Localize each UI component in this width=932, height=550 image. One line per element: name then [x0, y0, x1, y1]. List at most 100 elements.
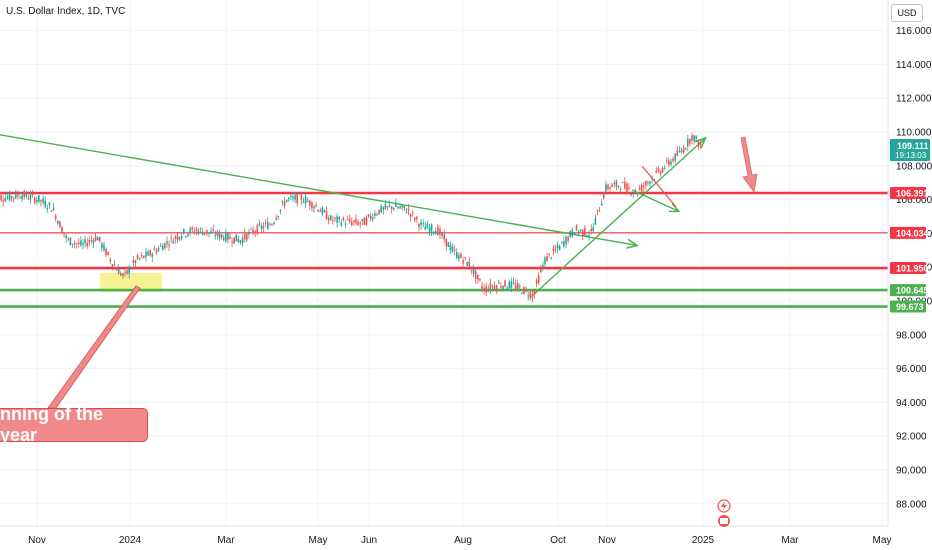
- candle-body: [571, 229, 574, 237]
- candle-body: [479, 278, 481, 281]
- candle-body: [489, 283, 492, 290]
- candle-body: [189, 228, 191, 234]
- candle-body: [298, 193, 301, 195]
- candle-body: [542, 265, 544, 267]
- candle-body: [344, 223, 347, 225]
- candle-body: [290, 195, 292, 198]
- candle-body: [216, 231, 219, 236]
- candle-body: [119, 272, 122, 276]
- candle-body: [355, 218, 357, 224]
- candle-body: [197, 230, 200, 234]
- candle-body: [626, 183, 628, 193]
- candle-body: [71, 243, 74, 245]
- candle-body: [332, 219, 334, 221]
- candle-body: [632, 193, 634, 195]
- candle-body: [668, 160, 670, 165]
- candle-body: [35, 199, 38, 202]
- candle-body: [327, 218, 330, 221]
- candle-body: [546, 256, 548, 262]
- trendline: [0, 134, 636, 245]
- candle-body: [491, 286, 494, 288]
- candle-body: [413, 218, 416, 221]
- candle-body: [218, 232, 221, 239]
- candle-body: [460, 254, 462, 258]
- candle-body: [113, 264, 116, 266]
- candle-body: [8, 192, 11, 201]
- candle-body: [88, 239, 91, 243]
- pattern-arrow-lower: [631, 189, 678, 211]
- candle-body: [237, 239, 240, 243]
- candle-body: [558, 245, 561, 250]
- candle-body: [94, 236, 97, 241]
- candle-body: [579, 229, 582, 231]
- candle-body: [416, 216, 418, 220]
- candle-body: [61, 227, 63, 233]
- candle-body: [665, 160, 668, 162]
- candle-body: [14, 192, 17, 199]
- candle-body: [172, 240, 175, 244]
- candle-body: [405, 211, 408, 213]
- candle-body: [245, 233, 248, 241]
- pattern-line-upper: [641, 165, 677, 208]
- candle-body: [75, 243, 78, 245]
- candle-body: [686, 138, 689, 146]
- candle-body: [560, 241, 563, 243]
- candle-body: [619, 188, 622, 190]
- candle-body: [19, 197, 21, 199]
- candle-body: [21, 195, 23, 200]
- candle-body: [279, 209, 282, 212]
- candle-body: [321, 207, 324, 215]
- candle-body: [565, 236, 567, 245]
- candle-body: [537, 275, 540, 284]
- candle-body: [0, 195, 2, 200]
- candle-body: [258, 223, 261, 226]
- candle-body: [359, 223, 361, 225]
- candle-body: [239, 240, 242, 243]
- candle-body: [472, 269, 475, 275]
- annotation-callout[interactable]: nning of the year: [0, 404, 148, 445]
- candle-body: [227, 233, 229, 240]
- candle-body: [453, 249, 456, 251]
- level-label: 99.673: [896, 302, 924, 312]
- level-label: 106.391: [896, 188, 929, 198]
- candle-body: [596, 209, 599, 211]
- candle-body: [12, 197, 15, 199]
- candle-body: [590, 228, 592, 232]
- candle-body: [464, 257, 466, 259]
- candle-body: [6, 197, 9, 199]
- candle-body: [10, 196, 13, 199]
- candle-body: [292, 196, 294, 199]
- candle-body: [147, 251, 149, 256]
- candle-body: [241, 238, 244, 244]
- candle-body: [445, 238, 448, 247]
- candle-body: [661, 167, 664, 173]
- x-tick-label: Mar: [781, 535, 799, 546]
- candle-body: [294, 195, 296, 200]
- currency-button[interactable]: USD: [891, 4, 923, 22]
- candle-body: [283, 201, 286, 207]
- level-label: 101.950: [896, 264, 929, 274]
- candle-body: [481, 286, 483, 289]
- candle-body: [523, 286, 525, 294]
- level-badge: [890, 226, 926, 239]
- candle-body: [17, 194, 19, 197]
- candle-body: [548, 253, 550, 255]
- candle-body: [174, 236, 177, 239]
- candle-body: [138, 258, 141, 260]
- candle-body: [613, 182, 616, 185]
- candle-body: [212, 229, 214, 231]
- y-tick-label: 108.000: [896, 161, 932, 172]
- candle-body: [397, 207, 399, 209]
- candle-body: [403, 205, 406, 209]
- candle-body: [439, 228, 441, 235]
- x-tick-label: Aug: [454, 535, 472, 546]
- x-tick-label: 2024: [119, 535, 142, 546]
- candle-body: [63, 233, 65, 235]
- candle-body: [306, 201, 309, 203]
- candle-body: [552, 248, 555, 252]
- candle-body: [143, 255, 145, 258]
- candle-body: [550, 257, 553, 259]
- candle-body: [56, 221, 59, 224]
- candle-body: [277, 216, 280, 218]
